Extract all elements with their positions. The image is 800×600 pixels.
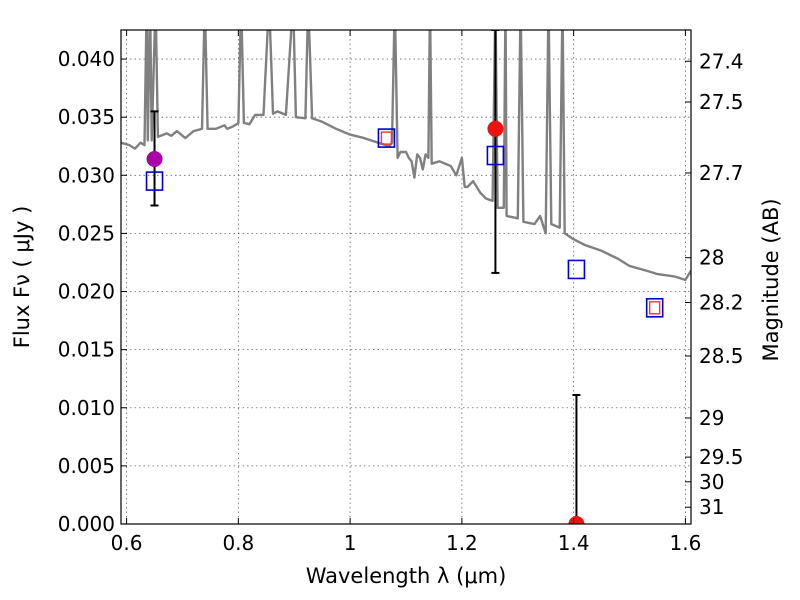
x-tick-label: 1.4 [558,531,590,555]
right-tick-label: 28.5 [699,344,744,368]
sed-model-line [121,30,691,282]
y-tick-label: 0.040 [58,47,115,71]
model-flux-box [567,259,586,280]
y-tick-label: 0.030 [58,163,115,187]
sed-layer [121,30,691,282]
right-tick-label: 27.7 [699,161,744,185]
model-flux-box [145,171,164,191]
model-flux-box [645,298,664,318]
grid-lines [121,30,691,524]
y-axis-label: Flux Fν ( μJy ) [10,206,34,349]
right-tick-label: 30 [699,470,724,494]
points-layer [145,30,664,524]
y-tick-label: 0.005 [58,454,115,478]
ticks-layer: 0.6 0.8 1 1.2 1.4 1.6 0.000 0.005 0.010 0.015 0.02… [58,30,744,555]
y-tick-label: 0.015 [58,338,115,362]
x-tick-label: 1.6 [670,531,702,555]
right-tick-label: 31 [699,495,724,519]
right-tick-label: 28 [699,246,724,270]
x-tick-label: 0.8 [222,531,254,555]
x-tick-label: 1.2 [446,531,478,555]
y-tick-label: 0.010 [58,396,115,420]
x-tick-label: 1 [344,531,357,555]
observed-flux-point [568,516,585,524]
right-tick-label: 29 [699,406,724,430]
y-tick-label: 0.000 [58,512,115,536]
right-tick-label: 29.5 [699,445,744,469]
right-axis-label: Magnitude (AB) [759,198,783,361]
right-tick-label: 28.2 [699,291,744,315]
y-tick-label: 0.020 [58,280,115,304]
x-tick-label: 0.6 [111,531,143,555]
model-flux-box [486,145,505,166]
x-axis-label: Wavelength λ (μm) [306,564,507,588]
model-flux-box [377,128,396,148]
inner-flux-box [648,301,661,315]
observed-flux-point [146,151,163,168]
observed-flux-point [487,120,504,137]
inner-flux-box [380,131,393,145]
y-tick-label: 0.025 [58,221,115,245]
right-tick-label: 27.4 [699,49,744,73]
right-tick-label: 27.5 [699,90,744,114]
y-tick-label: 0.035 [58,105,115,129]
plot-frame [120,29,692,525]
